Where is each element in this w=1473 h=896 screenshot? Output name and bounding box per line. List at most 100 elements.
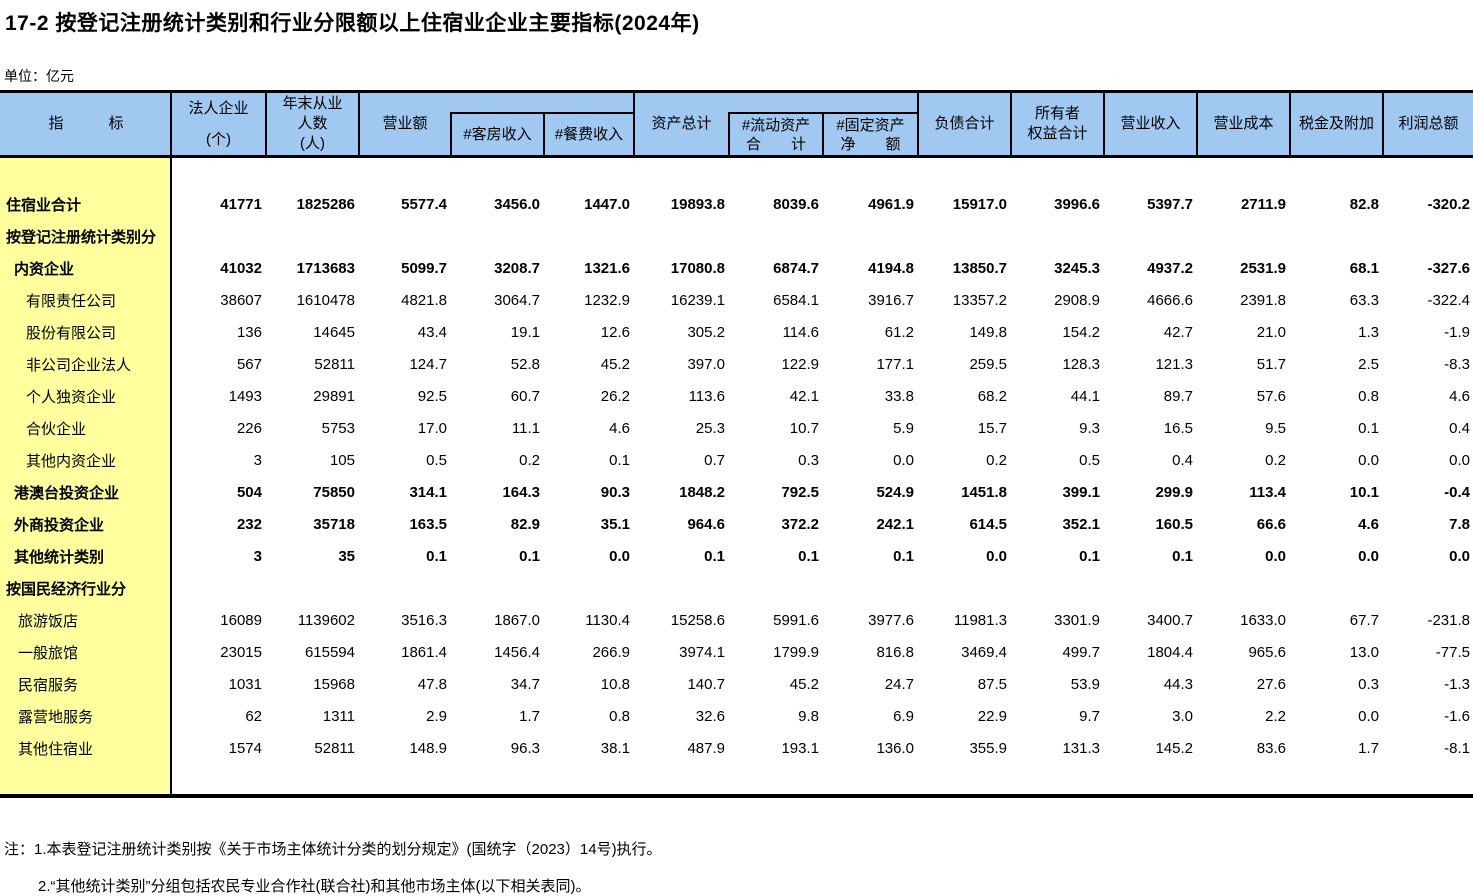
table-row: 其他内资企业 3 105 0.5 0.2 0.1 0.7 0.3 0.0 0.2 0.5 0.4 0.… [0,444,1473,476]
table-cell: 29891 [313,387,355,405]
table-cell: 32.6 [695,707,725,725]
table-cell: 34.7 [510,675,540,693]
table-cell: 3916.7 [868,291,914,309]
table-cell: 0.1 [798,547,819,565]
table-cell: 567 [236,355,262,373]
table-cell: 1311 [322,707,355,725]
table-cell: 266.9 [592,643,630,661]
table-cell: 3974.1 [679,643,725,661]
table-cell: 163.5 [409,515,447,533]
table-cell: 314.1 [409,483,447,501]
table-cell: -322.4 [1427,291,1470,309]
table-cell: 1451.8 [961,483,1007,501]
table-cell: 0.1 [1172,547,1193,565]
header-equity-line1: 所有者 [1034,105,1080,122]
table-cell: 614.5 [969,515,1007,533]
table-cell: 232 [236,515,262,533]
table-row: 港澳台投资企业 504 75850 314.1 164.3 90.3 1848.2 792.… [0,476,1473,508]
table-cell: 45.2 [600,355,630,373]
table-cell: 154.2 [1062,323,1100,341]
table-cell: -1.9 [1444,323,1470,341]
table-cell: 27.6 [1256,675,1286,693]
table-row: 按国民经济行业分 [0,572,1473,604]
table-cell: 177.1 [876,355,914,373]
table-cell: 24.7 [884,675,914,693]
table-row: 其他统计类别 3 35 0.1 0.1 0.0 0.1 0.1 0.1 0.0 0.1 0.1 0.0… [0,540,1473,572]
table-cell: 13850.7 [952,259,1007,277]
header-fixed-assets-line2: 净 额 [840,135,901,153]
table-cell: 4961.9 [868,195,914,213]
table-cell: 53.9 [1070,675,1100,693]
table-row: 按登记注册统计类别分 [0,220,1473,252]
table-cell: 17.0 [417,419,447,437]
table-cell: 60.7 [510,387,540,405]
row-label: 合伙企业 [26,420,87,438]
table-cell: 259.5 [969,355,1007,373]
table-cell: -0.4 [1444,483,1470,501]
table-cell: 0.1 [519,547,540,565]
row-label: 露营地服务 [18,708,94,726]
table-cell: 1447.0 [584,195,630,213]
table-rows: 住宿业合计 41771 1825286 5577.4 3456.0 1447.0 1989… [0,188,1473,764]
table-cell: 615594 [304,643,355,661]
table-body: 住宿业合计 41771 1825286 5577.4 3456.0 1447.0 1989… [0,158,1473,798]
header-legal-entities: 法人企业 (个) [170,93,265,155]
table-cell: 136 [236,323,262,341]
table-cell: 149.8 [969,323,1007,341]
table-cell: 42.7 [1163,323,1193,341]
table-cell: 44.3 [1163,675,1193,693]
header-food-income-label: #餐费收入 [554,126,624,143]
header-taxes-label: 税金及附加 [1298,115,1374,132]
table-cell: 0.1 [609,451,630,469]
table-cell: 2531.9 [1240,259,1286,277]
table-cell: 122.9 [781,355,819,373]
table-cell: 5397.7 [1147,195,1193,213]
table-cell: 3301.9 [1054,611,1100,629]
table-cell: 397.0 [687,355,725,373]
header-employees-line2: 人数 [297,115,328,132]
table-cell: 2711.9 [1240,195,1286,213]
table-cell: -8.3 [1444,355,1470,373]
header-equity-line2: 权益合计 [1027,125,1088,142]
table-cell: 16239.1 [670,291,725,309]
table-cell: 5991.6 [773,611,819,629]
table-cell: 0.0 [1449,547,1470,565]
table-cell: 114.6 [782,323,819,341]
table-cell: 82.8 [1349,195,1379,213]
table-cell: 21.0 [1256,323,1286,341]
table-cell: 62 [245,707,262,725]
table-cell: 89.7 [1163,387,1193,405]
table-cell: 105 [329,451,355,469]
table-cell: -231.8 [1427,611,1470,629]
row-label: 其他内资企业 [26,452,117,470]
page-title: 17-2 按登记注册统计类别和行业分限额以上住宿业企业主要指标(2024年) [5,12,700,35]
row-label: 股份有限公司 [26,324,117,342]
table-cell: 67.7 [1349,611,1379,629]
header-turnover-label: 营业额 [382,115,428,132]
table-cell: 964.6 [687,515,725,533]
table-cell: 242.1 [876,515,914,533]
table-row: 非公司企业法人 567 52811 124.7 52.8 45.2 397.0 122.9 1… [0,348,1473,380]
table-cell: 1031 [228,675,262,693]
table-cell: 136.0 [876,739,914,757]
table-cell: 45.2 [789,675,819,693]
header-indicator: 指 标 [0,93,172,155]
table-cell: 16089 [220,611,262,629]
unit-label: 单位：亿元 [4,68,74,84]
table-cell: 2.2 [1265,707,1286,725]
table-row: 内资企业 41032 1713683 5099.7 3208.7 1321.6 17080… [0,252,1473,284]
table-cell: 47.8 [417,675,447,693]
row-label: 非公司企业法人 [26,356,132,374]
table-cell: 0.2 [986,451,1007,469]
header-taxes-surcharges: 税金及附加 [1289,93,1382,155]
table-cell: 226 [236,419,262,437]
table-cell: 1867.0 [494,611,540,629]
table-cell: 4937.2 [1147,259,1193,277]
table-cell: 66.6 [1256,515,1286,533]
table-cell: 3456.0 [494,195,540,213]
table-cell: 63.3 [1349,291,1379,309]
table-cell: 2391.8 [1240,291,1286,309]
header-employees-line3: (人) [300,135,325,152]
table-cell: 145.2 [1155,739,1193,757]
table-cell: 19.1 [510,323,540,341]
